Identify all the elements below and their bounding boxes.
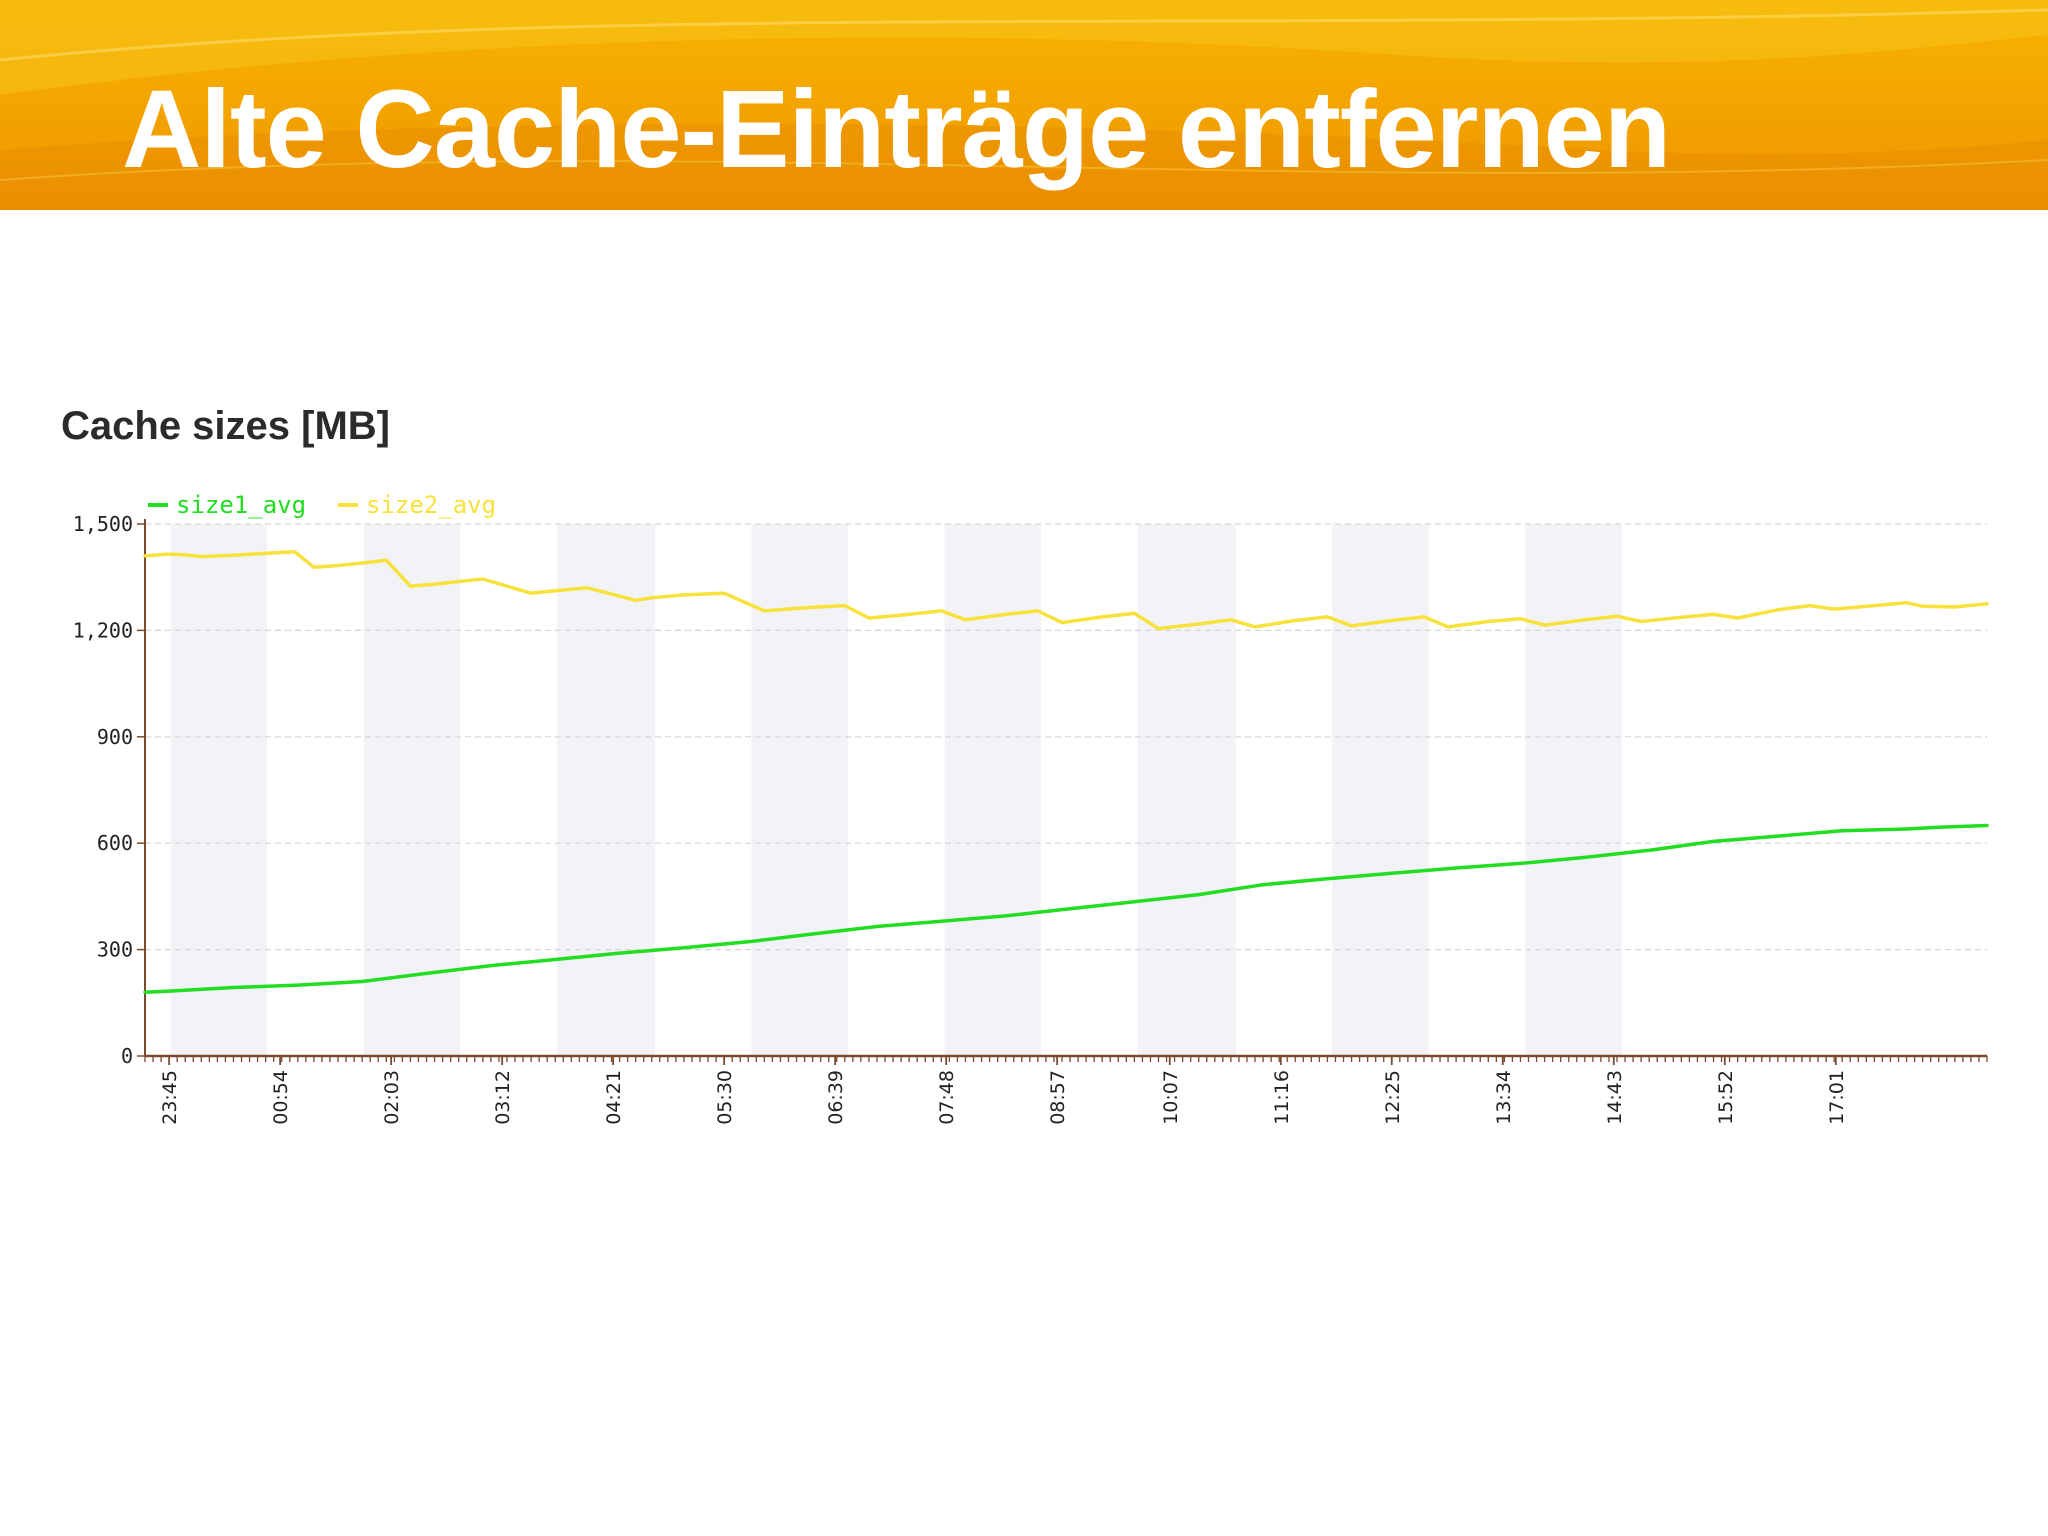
y-tick-label: 1,500 xyxy=(73,512,133,536)
x-tick-label: 04:21 xyxy=(603,1070,625,1125)
series-lines xyxy=(143,549,1989,994)
chart-title: Cache sizes [MB] xyxy=(61,404,390,448)
y-axis-ticks: 0 300 600 900 1,200 1,500 xyxy=(73,512,145,1068)
background-band-1 xyxy=(363,524,461,1056)
x-tick-label: 00:54 xyxy=(270,1070,292,1125)
x-tick-label: 14:43 xyxy=(1604,1070,1626,1125)
x-tick-label: 17:01 xyxy=(1826,1070,1848,1125)
x-tick-label: 12:25 xyxy=(1382,1070,1404,1125)
x-tick-label: 10:07 xyxy=(1160,1070,1182,1125)
series-line-size1_avg xyxy=(143,823,1989,994)
y-tick-label: 300 xyxy=(97,938,133,962)
background-band-2 xyxy=(556,524,655,1056)
axes xyxy=(144,519,1988,1062)
x-tick-label: 02:03 xyxy=(381,1070,403,1125)
background-band-7 xyxy=(1525,524,1622,1056)
x-tick-label: 06:39 xyxy=(825,1070,847,1125)
y-tick-label: 0 xyxy=(121,1044,133,1068)
y-tick-label: 600 xyxy=(97,831,133,855)
x-axis-ticks: 23:45 00:54 02:03 03:12 04:21 05:30 06:39 07:48… xyxy=(159,1056,1848,1125)
x-tick-label: 05:30 xyxy=(714,1070,736,1125)
y-tick-label: 900 xyxy=(97,725,133,749)
gridlines xyxy=(145,523,1987,951)
series-line-size2_avg xyxy=(143,549,1989,631)
x-tick-label: 03:12 xyxy=(492,1070,514,1125)
legend-label-size2_avg: size2_avg xyxy=(366,491,496,519)
x-tick-label: 15:52 xyxy=(1715,1070,1737,1125)
slide-header: Alte Cache-Einträge entfernen xyxy=(0,0,2048,210)
x-tick-label: 23:45 xyxy=(159,1070,181,1125)
background-band-6 xyxy=(1332,524,1429,1056)
background-band-0 xyxy=(170,524,268,1056)
slide-title: Alte Cache-Einträge entfernen xyxy=(122,68,1671,191)
x-tick-label: 08:57 xyxy=(1047,1070,1069,1125)
background-band-5 xyxy=(1137,524,1236,1056)
x-tick-label: 07:48 xyxy=(936,1070,958,1125)
legend: size1_avg size2_avg xyxy=(148,491,496,519)
background-bands xyxy=(170,524,1622,1056)
background-band-3 xyxy=(751,524,849,1056)
legend-label-size1_avg: size1_avg xyxy=(176,491,306,519)
x-tick-label: 11:16 xyxy=(1271,1070,1293,1125)
header-wave-decoration xyxy=(0,0,2048,210)
y-tick-label: 1,200 xyxy=(73,618,133,642)
x-tick-label: 13:34 xyxy=(1493,1070,1515,1125)
background-band-4 xyxy=(944,524,1042,1056)
